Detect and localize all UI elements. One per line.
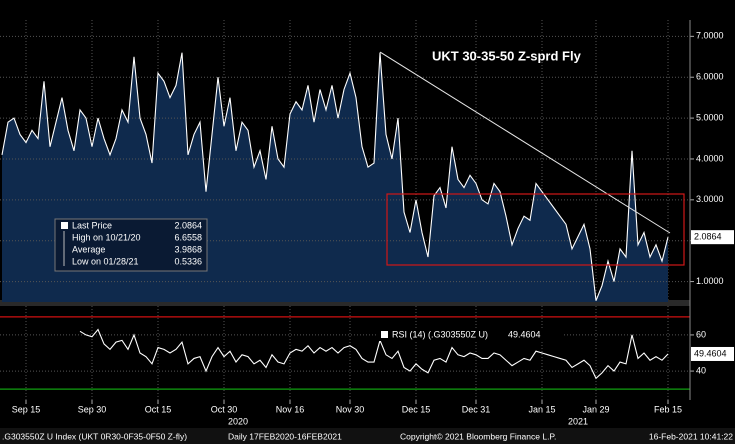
legend-label: Average [72, 244, 105, 254]
x-tick-label: Oct 15 [145, 404, 172, 414]
x-tick-label: Dec 31 [462, 404, 491, 414]
trend-line [379, 51, 671, 234]
last-value-label: 49.4604 [694, 348, 727, 358]
last-value-label: 2.0864 [694, 232, 722, 242]
x-tick-label: Sep 30 [78, 404, 107, 414]
legend-value: 0.5336 [174, 256, 202, 266]
y-tick-label: 60 [696, 329, 706, 339]
x-tick-label: Jan 29 [582, 404, 609, 414]
y-tick-label: 3.0000 [696, 194, 724, 204]
x-tick-label: Nov 16 [276, 404, 305, 414]
legend-value: 6.6558 [174, 232, 202, 242]
y-tick-label: 40 [696, 365, 706, 375]
last-value-tag [691, 346, 734, 361]
x-tick-label: Dec 15 [402, 404, 431, 414]
rsi-legend: RSI (14) (.G303550Z U) 49.4604 [378, 328, 563, 341]
x-tick-label: Feb 15 [654, 404, 682, 414]
line [79, 328, 669, 380]
year-label: 2020 [228, 416, 248, 426]
legend-box [54, 218, 208, 272]
legend-swatch [61, 222, 68, 229]
footer-security: .G303550Z U Index (UKT 0R30-0F35-0F50 Z-… [2, 431, 187, 441]
y-tick-label: 4.0000 [696, 153, 724, 163]
legend-value: 3.9868 [174, 244, 202, 254]
highlight-box [386, 193, 685, 266]
legend-value: 2.0864 [174, 220, 202, 230]
x-tick-label: Sep 15 [12, 404, 41, 414]
legend: Last Price 2.0864 High on 10/21/20 6.655… [54, 218, 208, 272]
legend-label: Low on 01/28/21 [72, 256, 139, 266]
line [1, 52, 669, 301]
footer-timestamp: 16-Feb-2021 10:41:22 [649, 431, 733, 441]
last-value-tag [691, 230, 734, 245]
legend-value: 49.4604 [508, 329, 541, 339]
x-tick-label: Jan 15 [528, 404, 555, 414]
footer-bar [0, 428, 735, 444]
footer-period: Daily 17FEB2020-16FEB2021 [228, 431, 342, 441]
y-tick-label: 7.0000 [696, 31, 724, 41]
y-tick-label: 6.0000 [696, 72, 724, 82]
rsi-legend-box [378, 328, 563, 341]
legend-label: High on 10/21/20 [72, 232, 141, 242]
x-tick-label: Oct 30 [211, 404, 238, 414]
x-tick-label: Nov 30 [336, 404, 365, 414]
y-tick-label: 1.0000 [696, 276, 724, 286]
footer-copyright: Copyright© 2021 Bloomberg Finance L.P. [400, 431, 556, 441]
legend-swatch [381, 331, 388, 338]
legend-label: Last Price [72, 220, 112, 230]
year-label: 2021 [568, 416, 588, 426]
chart-title: UKT 30-35-50 Z-sprd Fly [432, 48, 582, 63]
panel-separator [0, 300, 690, 306]
legend-label: RSI (14) (.G303550Z U) [392, 329, 488, 339]
y-tick-label: 5.0000 [696, 112, 724, 122]
